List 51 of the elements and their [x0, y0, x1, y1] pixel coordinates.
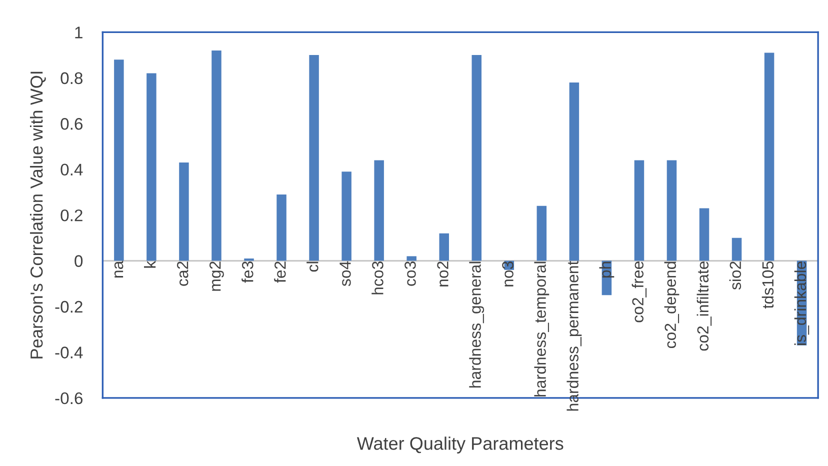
x-tick-label: tds105: [762, 261, 774, 308]
x-tick-label: is_drinkable: [794, 261, 810, 345]
bar: [309, 55, 319, 261]
y-tick-label: 0.6: [60, 118, 82, 130]
bar: [536, 206, 547, 261]
x-tick-label: hardness_general: [469, 262, 484, 388]
x-tick-label: na: [114, 260, 124, 278]
bar: [406, 256, 416, 261]
x-tick-label: mg2: [209, 262, 224, 291]
bar: [634, 160, 644, 261]
x-tick-label: hardness_temporal: [534, 262, 550, 396]
x-tick-label: no3: [502, 261, 514, 286]
bar: [764, 52, 774, 261]
bar: [569, 82, 580, 261]
x-tick-label: cl: [306, 262, 318, 272]
x-tick-label: so4: [340, 261, 351, 286]
x-tick-label: co2_depend: [664, 262, 680, 348]
bar: [439, 233, 449, 261]
x-tick-label: fe3: [242, 261, 254, 283]
x-tick-label: sio2: [729, 262, 742, 290]
y-tick-label: 0: [74, 255, 83, 267]
bar: [179, 162, 189, 261]
y-tick-label: -0.2: [55, 300, 82, 313]
y-tick-label: -0.4: [55, 346, 83, 358]
x-tick-label: ph: [599, 262, 614, 278]
y-tick-label: 0.2: [60, 209, 82, 222]
x-tick-label: k: [144, 260, 156, 268]
bar: [276, 194, 286, 261]
x-tick-label: no2: [437, 262, 448, 286]
bar: [114, 60, 124, 261]
x-axis-title: Water Quality Parameters: [356, 436, 564, 454]
bar: [472, 55, 482, 261]
x-tick-label: hco3: [372, 261, 384, 294]
bar: [212, 50, 222, 261]
x-tick-label: co2_free: [632, 261, 647, 322]
y-tick-label: 0.4: [60, 164, 83, 176]
bar: [699, 208, 710, 261]
bar: [666, 160, 677, 261]
x-tick-label: fe2: [274, 262, 286, 283]
bar: [146, 73, 156, 261]
bar: [374, 160, 384, 261]
bar: [732, 238, 742, 261]
x-tick-label: co2_infiltrate: [696, 261, 712, 351]
x-tick-label: ca2: [176, 262, 188, 286]
x-tick-label: hardness_permanent: [566, 260, 582, 411]
x-tick-label: co3: [404, 261, 416, 286]
y-tick-label: -0.6: [55, 392, 82, 404]
y-tick-label: 0.8: [60, 72, 83, 84]
bar: [342, 172, 352, 261]
y-tick-label: 1: [75, 26, 82, 38]
y-axis-title: Pearson's Correlation Value with WQI: [30, 72, 46, 358]
